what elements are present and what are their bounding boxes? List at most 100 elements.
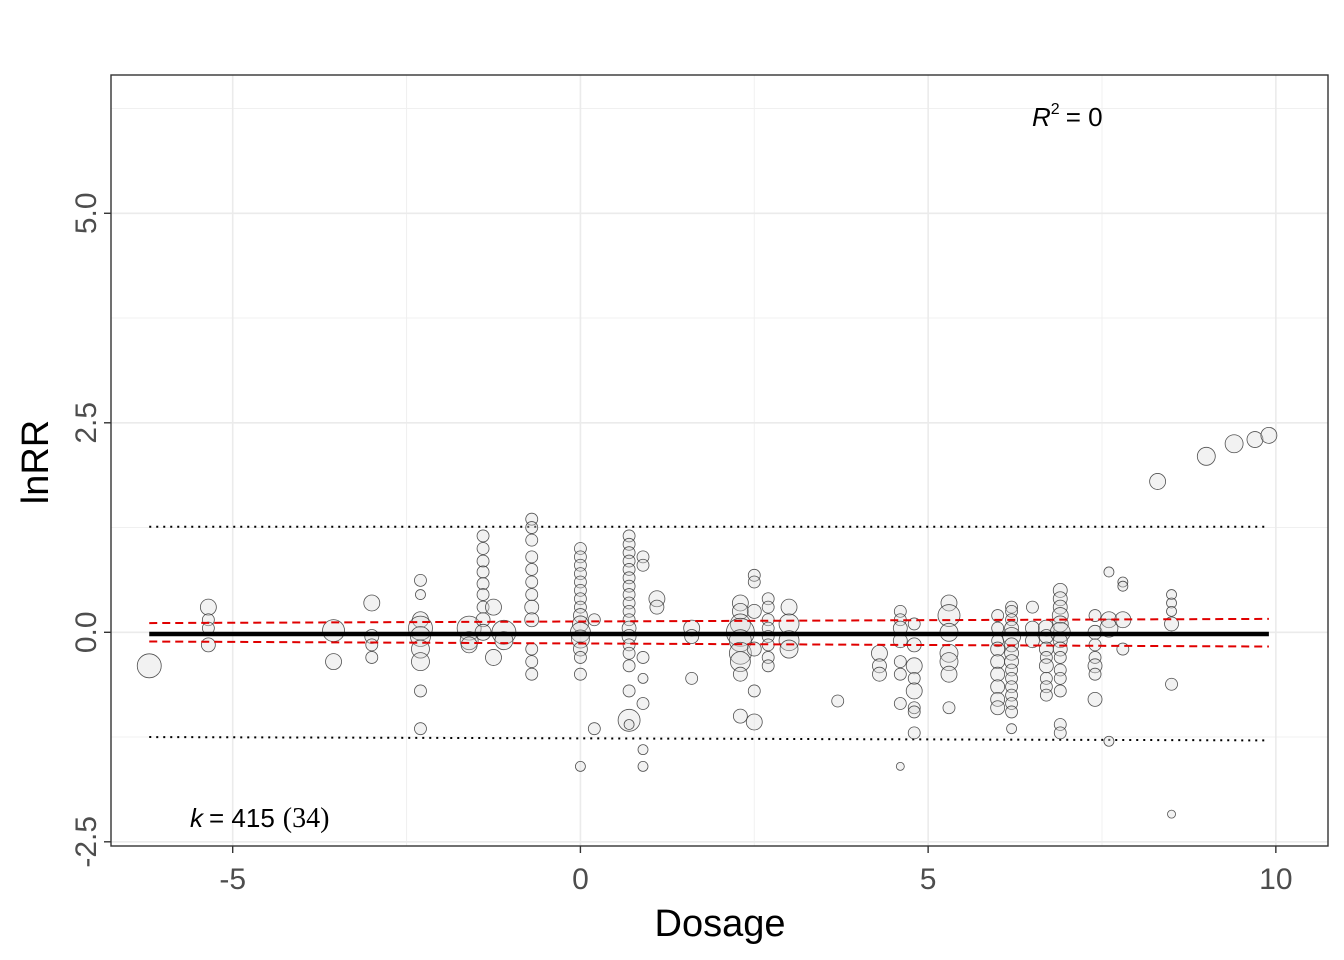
data-point	[729, 651, 751, 673]
data-point	[1166, 597, 1177, 609]
data-point	[1006, 723, 1017, 735]
data-point	[414, 722, 427, 736]
data-point	[587, 613, 601, 627]
data-point	[732, 666, 748, 682]
data-point	[1088, 609, 1102, 622]
data-point	[485, 649, 502, 666]
plot-panel-border	[110, 74, 1329, 847]
y-tick-label: 2.5	[70, 402, 103, 444]
data-point	[747, 575, 761, 589]
data-point	[990, 666, 1006, 682]
data-point	[622, 646, 636, 660]
data-point	[1117, 580, 1129, 592]
r-squared-superscript: 2	[1051, 101, 1060, 118]
data-point	[990, 641, 1006, 657]
data-point	[622, 613, 636, 627]
data-point	[907, 671, 921, 685]
data-point	[1005, 600, 1018, 614]
data-point	[761, 659, 775, 673]
data-point	[617, 708, 641, 732]
y-tick-label: 5.0	[70, 192, 103, 234]
data-point	[990, 700, 1006, 716]
data-point	[831, 694, 845, 708]
data-point	[485, 598, 502, 616]
data-point	[1088, 651, 1102, 664]
data-point	[414, 684, 427, 698]
data-point	[872, 666, 887, 682]
data-point	[1088, 667, 1102, 681]
data-point	[939, 652, 959, 672]
data-point	[476, 577, 490, 591]
data-point	[1052, 582, 1068, 598]
data-point	[476, 565, 490, 579]
data-point	[905, 657, 923, 675]
data-point	[990, 654, 1006, 670]
x-axis-ticks: -5 0 5 10	[219, 846, 1293, 896]
data-point	[525, 521, 539, 534]
data-point	[731, 602, 749, 620]
data-point	[524, 599, 540, 615]
data-point	[1260, 426, 1278, 444]
data-point	[745, 713, 763, 731]
data-point	[524, 612, 540, 628]
data-point	[1103, 566, 1115, 578]
data-point	[1164, 616, 1179, 632]
data-point	[476, 542, 490, 555]
data-point	[1005, 705, 1018, 719]
data-point	[746, 603, 762, 619]
data-point	[990, 691, 1006, 707]
fit-lines	[149, 617, 1269, 648]
data-point	[475, 612, 491, 628]
data-point	[761, 600, 775, 614]
data-point	[746, 641, 762, 657]
data-point	[200, 637, 216, 653]
data-point	[476, 554, 490, 568]
data-point	[636, 558, 650, 572]
data-point	[732, 708, 748, 724]
k-annotation: k = 415 (34)	[190, 803, 329, 834]
minor-gridlines	[111, 75, 1328, 846]
data-point	[415, 589, 426, 600]
k-group-count: (34)	[283, 803, 330, 834]
data-point	[525, 533, 539, 547]
data-point	[525, 667, 539, 681]
data-point	[525, 575, 539, 589]
data-point	[325, 653, 342, 671]
data-point	[1103, 735, 1115, 747]
r-squared-symbol: R	[1032, 102, 1051, 132]
data-point	[893, 667, 907, 681]
data-point	[747, 568, 761, 582]
data-point	[648, 590, 666, 608]
y-tick-label: 0.0	[70, 611, 103, 653]
data-point	[1166, 605, 1177, 617]
x-tick-label: 10	[1259, 863, 1292, 896]
data-point	[1053, 651, 1067, 664]
data-point	[747, 684, 761, 698]
data-point	[476, 588, 490, 601]
data-point	[637, 760, 649, 772]
data-point	[1117, 576, 1129, 588]
data-point	[893, 697, 907, 710]
data-point	[728, 641, 752, 665]
data-point	[684, 629, 700, 644]
data-point	[942, 701, 956, 715]
r-squared-value: = 0	[1066, 102, 1103, 132]
data-point	[907, 705, 921, 719]
data-point	[199, 598, 217, 616]
plot-background	[111, 75, 1328, 846]
data-point	[412, 611, 429, 629]
y-axis-title: lnRR	[15, 420, 57, 504]
x-tick-label: 0	[572, 863, 589, 896]
data-point	[1053, 671, 1067, 685]
data-point	[411, 652, 430, 672]
data-point	[623, 719, 635, 730]
data-point	[1246, 431, 1264, 448]
data-point	[574, 667, 587, 681]
data-point	[649, 599, 665, 615]
data-point	[365, 638, 379, 652]
data-point	[636, 651, 650, 664]
data-point	[779, 639, 799, 659]
k-symbol: k	[190, 803, 205, 833]
data-point	[1166, 589, 1177, 600]
data-point	[637, 744, 649, 756]
